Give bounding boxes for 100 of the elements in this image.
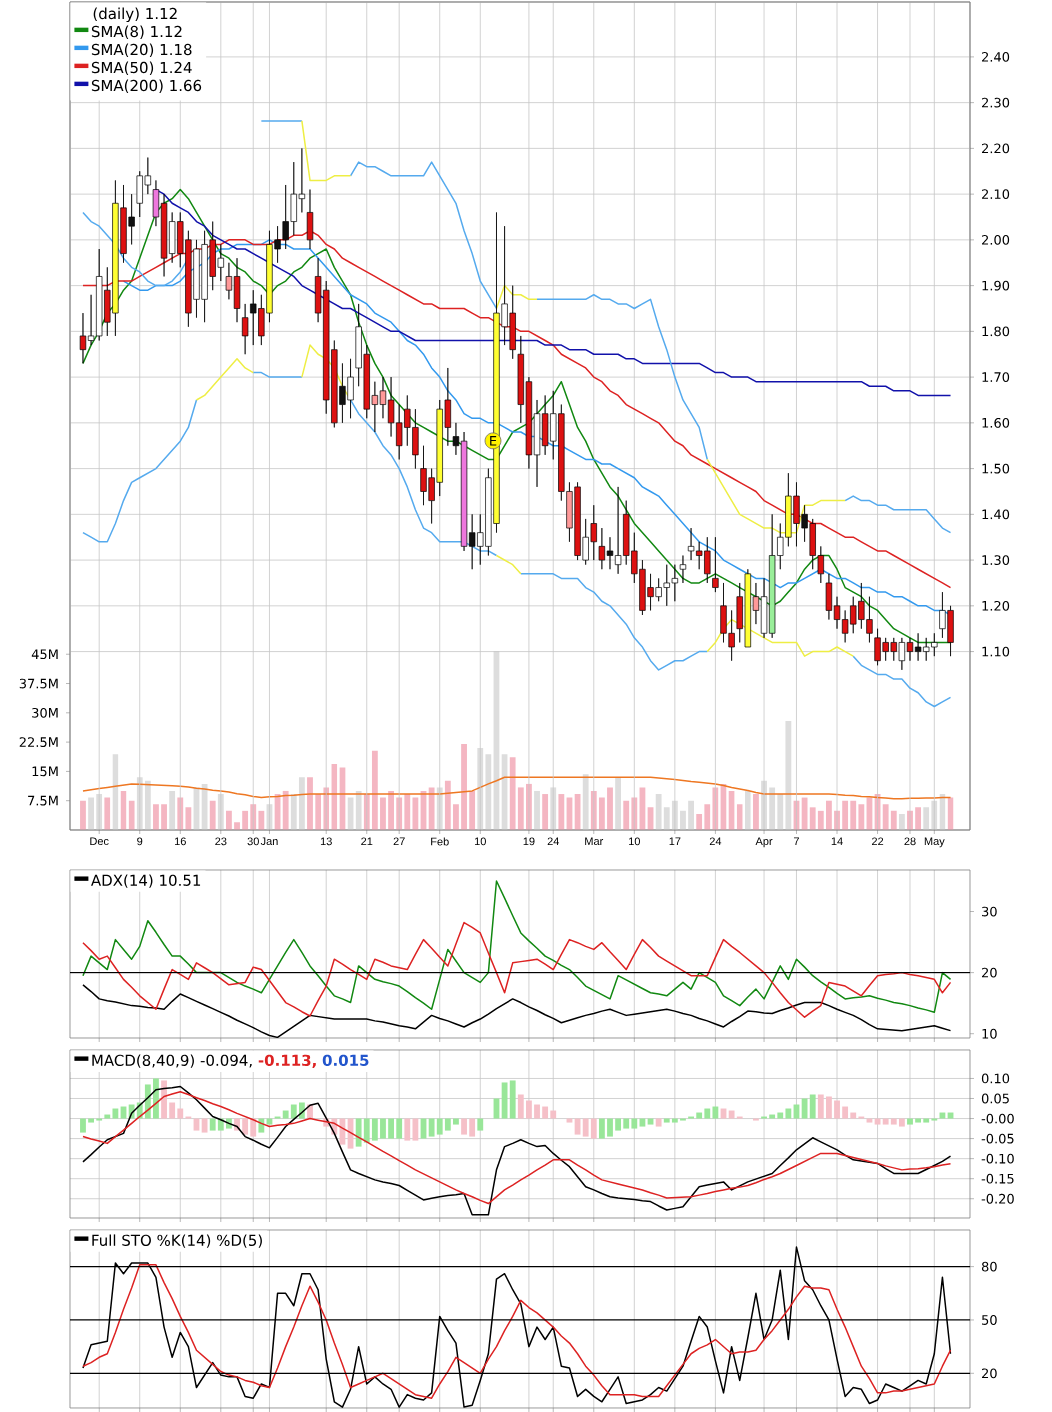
- bar: [785, 1108, 792, 1119]
- bar: [169, 790, 176, 830]
- bar: [501, 1082, 508, 1119]
- candlestick: [890, 637, 897, 662]
- bar: [380, 1118, 386, 1139]
- bar: [688, 800, 694, 830]
- candlestick: [201, 230, 208, 323]
- bar: [371, 1118, 378, 1141]
- bar: [469, 1118, 476, 1137]
- bar: [242, 810, 249, 830]
- bar: [615, 1118, 622, 1131]
- bar: [558, 794, 565, 830]
- bar: [534, 790, 540, 830]
- candlestick: [914, 632, 922, 662]
- bar: [809, 1094, 816, 1119]
- bar: [607, 787, 613, 830]
- bar: [444, 1118, 451, 1131]
- bar: [396, 1118, 403, 1139]
- bar: [209, 800, 216, 830]
- bar: [655, 794, 662, 830]
- bar: [226, 810, 232, 830]
- bar: [825, 1096, 832, 1119]
- bar: [412, 797, 419, 830]
- bar: [850, 1112, 857, 1119]
- bar: [623, 1118, 630, 1129]
- bar: [542, 1106, 549, 1119]
- bar: [615, 777, 622, 830]
- bar: [525, 1100, 532, 1119]
- candlestick: [931, 632, 938, 657]
- bar: [817, 1094, 824, 1119]
- bar: [388, 1118, 394, 1139]
- bar: [582, 774, 589, 830]
- candlestick: [898, 637, 906, 671]
- bar: [598, 1118, 605, 1139]
- bar: [80, 800, 86, 830]
- bar: [582, 1118, 589, 1137]
- bar: [550, 1110, 557, 1119]
- bar: [201, 1118, 208, 1133]
- bar: [177, 1108, 184, 1119]
- bar: [858, 804, 865, 830]
- candlestick: [671, 564, 679, 602]
- candlestick: [744, 568, 752, 648]
- bar: [623, 800, 630, 830]
- bar: [704, 1108, 711, 1119]
- bar: [842, 1106, 849, 1119]
- candlestick: [704, 536, 711, 584]
- bar: [655, 1118, 662, 1127]
- bar: [898, 813, 905, 830]
- bar: [201, 783, 208, 830]
- bar: [242, 1118, 249, 1135]
- candlestick: [687, 527, 695, 561]
- bar: [355, 790, 362, 830]
- bar: [298, 777, 305, 830]
- bar: [371, 750, 378, 830]
- bar: [590, 1118, 597, 1139]
- bar: [404, 1118, 411, 1141]
- candlestick: [250, 289, 257, 346]
- bar: [153, 804, 159, 830]
- candlestick: [906, 637, 914, 662]
- bar: [631, 1118, 638, 1129]
- bar: [850, 800, 857, 830]
- candlestick: [347, 358, 354, 419]
- candlestick: [663, 564, 670, 607]
- bar: [444, 780, 451, 830]
- bar: [258, 810, 265, 830]
- bar: [769, 787, 776, 830]
- bar: [290, 1104, 297, 1119]
- bar: [355, 1118, 362, 1147]
- candlestick: [712, 536, 719, 593]
- bar: [712, 1106, 719, 1119]
- bar: [153, 1078, 159, 1119]
- bar: [209, 1118, 216, 1131]
- candlestick: [590, 504, 597, 561]
- bar: [104, 797, 111, 830]
- bar: [890, 810, 897, 830]
- bar: [161, 1080, 167, 1119]
- candlestick: [574, 481, 581, 561]
- bar: [517, 1094, 524, 1119]
- bar: [801, 797, 808, 830]
- candlestick: [306, 189, 314, 250]
- bar: [363, 1118, 370, 1143]
- bar: [542, 794, 549, 830]
- bar: [777, 1112, 784, 1119]
- candlestick: [768, 513, 776, 639]
- bar: [753, 794, 759, 830]
- bar: [923, 807, 930, 830]
- bar: [461, 744, 467, 830]
- candlestick: [882, 637, 889, 662]
- bar: [388, 790, 394, 830]
- bar: [534, 1104, 540, 1119]
- bar: [607, 1118, 613, 1137]
- candlestick: [793, 481, 800, 547]
- bar: [785, 721, 792, 830]
- candlestick: [614, 486, 622, 575]
- bar: [461, 1118, 467, 1135]
- bar: [307, 777, 313, 830]
- bar: [801, 1098, 808, 1119]
- bar: [890, 1118, 897, 1125]
- bar: [144, 780, 151, 830]
- bar: [404, 794, 411, 830]
